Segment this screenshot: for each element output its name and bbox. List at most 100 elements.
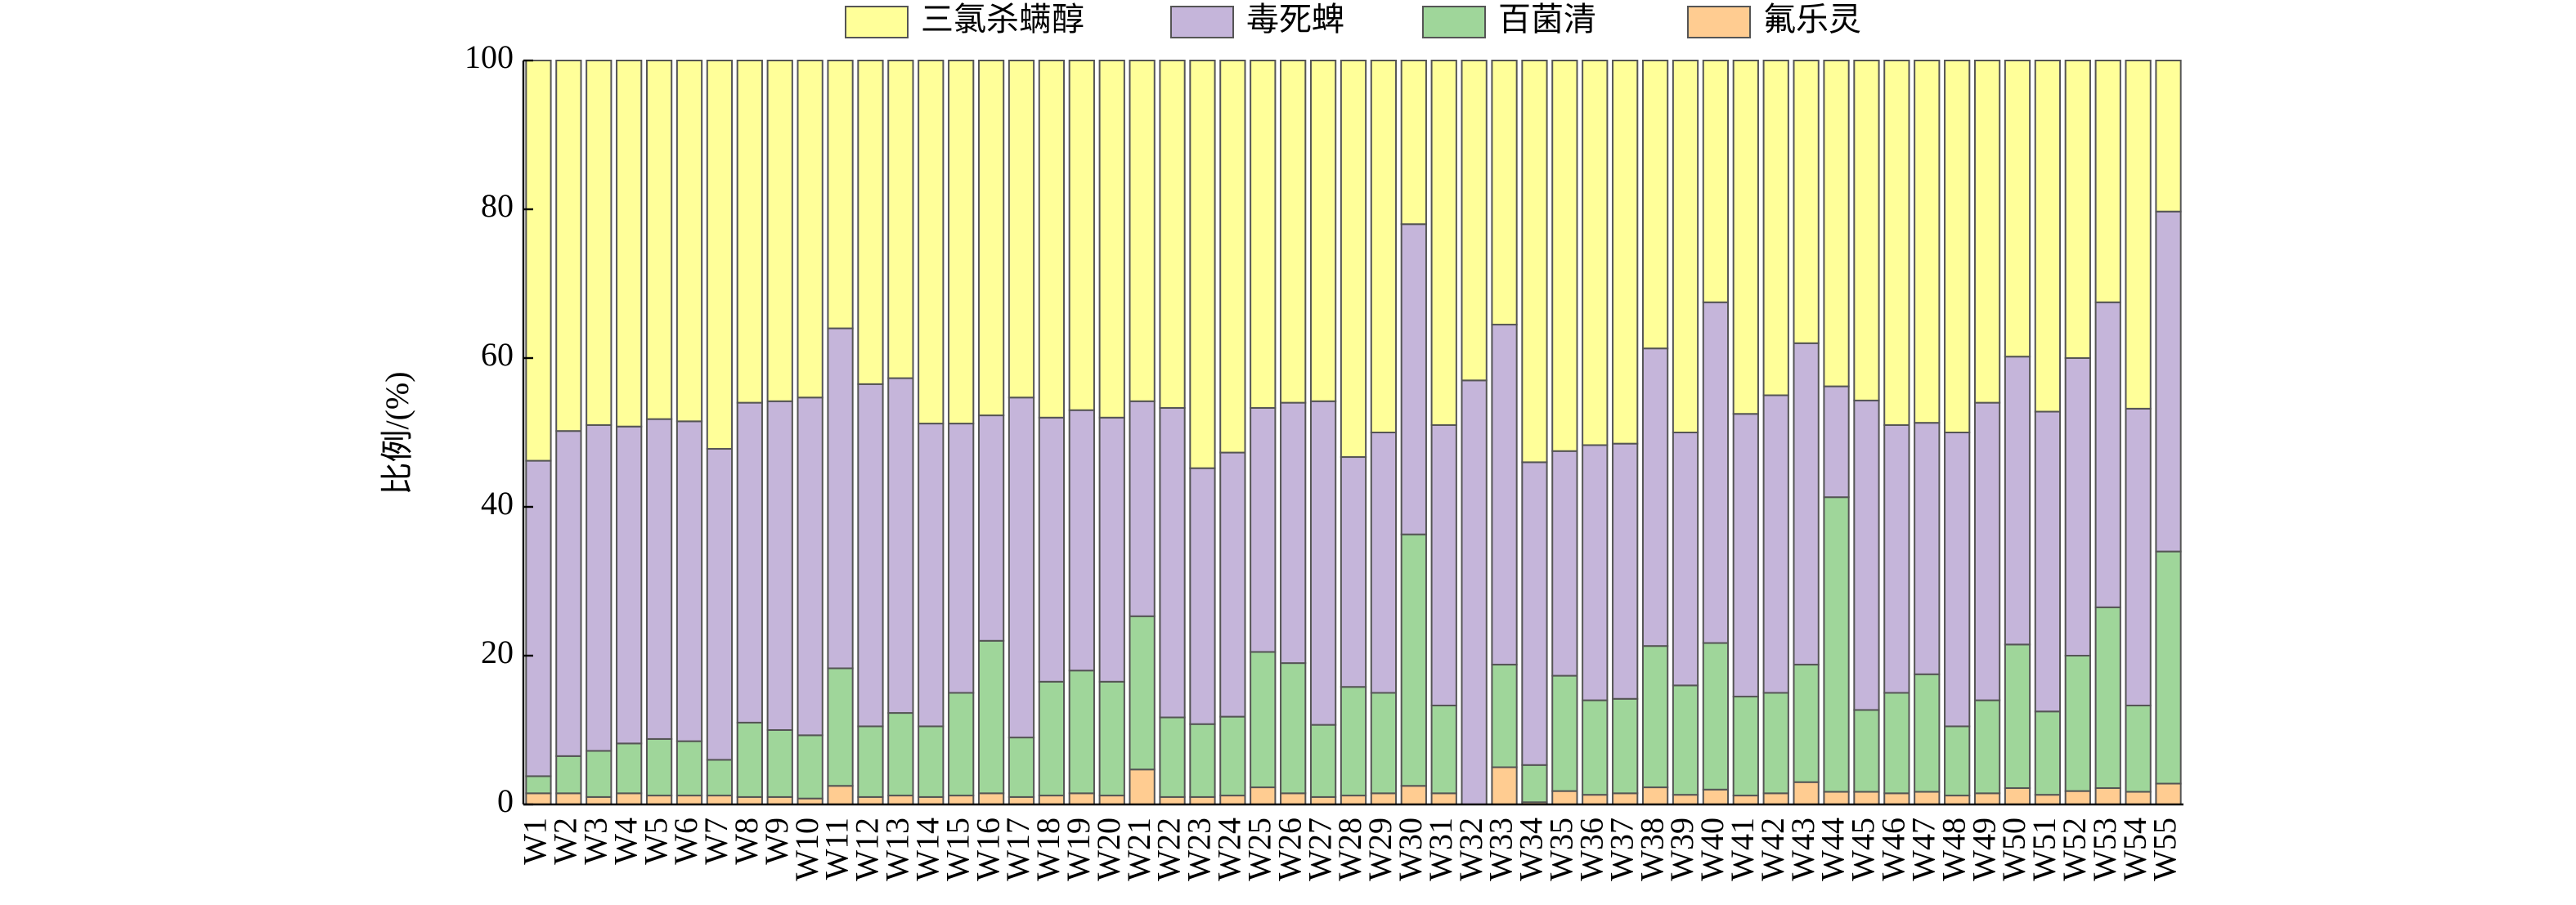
bar-segment	[1340, 456, 1367, 688]
x-tick-label: W53	[2086, 818, 2123, 881]
bar-segment	[645, 60, 673, 420]
bar-segment	[1008, 795, 1035, 806]
bar-segment	[1038, 60, 1066, 419]
bar-segment	[1551, 450, 1578, 677]
bar-segment	[1340, 60, 1367, 459]
x-tick-label: W45	[1845, 818, 1882, 881]
bar-segment	[887, 712, 914, 797]
x-tick-label: W24	[1211, 818, 1248, 881]
legend-label: 毒死蜱	[1246, 1, 1344, 38]
bar-segment	[857, 383, 884, 728]
x-tick-label: W31	[1422, 818, 1459, 881]
bar-segment	[1038, 680, 1066, 797]
bar-segment	[1973, 699, 2001, 795]
x-tick-label: W23	[1181, 818, 1218, 881]
bar-segment	[2125, 60, 2152, 410]
bar-segment	[1612, 792, 1639, 805]
bar-segment	[1189, 467, 1216, 725]
bar-segment	[2034, 794, 2062, 805]
y-tick-label: 100	[464, 38, 514, 75]
bar-segment	[1612, 60, 1639, 445]
bar-segment	[706, 759, 734, 797]
x-tick-label: W35	[1543, 818, 1580, 881]
bar-segment	[1732, 795, 1759, 806]
bar-segment	[2155, 60, 2182, 213]
bar-segment	[2034, 710, 2062, 796]
bar-segment	[1068, 670, 1095, 795]
bar-segment	[1189, 60, 1216, 469]
bar-segment	[1853, 709, 1880, 793]
bar-segment	[918, 423, 945, 728]
bar-segment	[1762, 394, 1789, 694]
bar-segment	[1400, 785, 1427, 805]
bar-segment	[948, 423, 975, 694]
bar-segment	[1250, 60, 1277, 409]
x-tick-label: W52	[2056, 818, 2093, 881]
x-tick-label: W14	[909, 818, 945, 881]
x-tick-label: W8	[728, 818, 765, 865]
bar-segment	[1159, 795, 1186, 806]
bar-segment	[1370, 432, 1398, 694]
x-tick-label: W48	[1935, 818, 1972, 881]
legend-label: 三氯杀螨醇	[921, 1, 1084, 38]
bar-segment	[1309, 724, 1337, 798]
bar-segment	[1793, 663, 1820, 783]
bar-segment	[1008, 737, 1035, 798]
x-tick-label: W13	[879, 818, 916, 881]
x-tick-label: W25	[1241, 818, 1277, 881]
bar-segment	[1129, 60, 1156, 402]
bar-segment	[1098, 416, 1125, 683]
bar-segment	[1672, 432, 1699, 687]
bar-segment	[675, 420, 703, 742]
bar-segment	[586, 423, 613, 752]
bar-segment	[766, 729, 793, 798]
bar-segment	[1944, 725, 1971, 797]
bar-segment	[586, 60, 613, 426]
bar-segment	[1944, 60, 1971, 433]
bar-segment	[1551, 60, 1578, 452]
bar-segment	[2094, 60, 2121, 303]
bar-segment	[797, 396, 824, 737]
bar-segment	[1702, 788, 1730, 805]
bar-segment	[2094, 786, 2121, 805]
bar-segment	[1944, 795, 1971, 806]
x-tick-label: W37	[1603, 818, 1640, 881]
bar-segment	[1702, 642, 1730, 791]
bar-segment	[1914, 791, 1941, 806]
legend-swatch	[845, 6, 909, 38]
bar-segment	[1853, 399, 1880, 711]
bar-segment	[1491, 663, 1518, 768]
bar-segment	[706, 60, 734, 450]
bar-segment	[1762, 792, 1789, 805]
bar-segment	[918, 60, 945, 425]
bar-segment	[887, 377, 914, 715]
bar-segment	[675, 60, 703, 423]
bar-segment	[1129, 768, 1156, 805]
bar-segment	[827, 785, 854, 805]
bar-segment	[2064, 357, 2091, 656]
legend-swatch	[1422, 6, 1486, 38]
bar-segment	[736, 401, 763, 724]
y-tick-label: 20	[481, 634, 514, 670]
bar-segment	[1038, 416, 1066, 683]
bar-segment	[1430, 423, 1457, 706]
bar-segment	[1702, 60, 1730, 303]
bar-segment	[2125, 407, 2152, 706]
bar-segment	[1129, 400, 1156, 617]
bar-segment	[645, 795, 673, 806]
bar-segment	[1430, 792, 1457, 805]
bar-segment	[1400, 223, 1427, 535]
x-tick-label: W26	[1271, 818, 1308, 881]
bar-segment	[1129, 615, 1156, 771]
bar-segment	[645, 418, 673, 740]
bar-segment	[1641, 645, 1669, 789]
x-tick-label: W10	[788, 818, 825, 881]
bar-segment	[1038, 795, 1066, 806]
legend-swatch	[1170, 6, 1234, 38]
x-tick-label: W12	[849, 818, 886, 881]
x-tick-label: W21	[1120, 818, 1157, 881]
x-tick-label: W20	[1090, 818, 1127, 881]
bar-segment	[1521, 461, 1548, 766]
x-tick-label: W43	[1784, 818, 1821, 881]
legend-label: 百菌清	[1498, 1, 1596, 38]
